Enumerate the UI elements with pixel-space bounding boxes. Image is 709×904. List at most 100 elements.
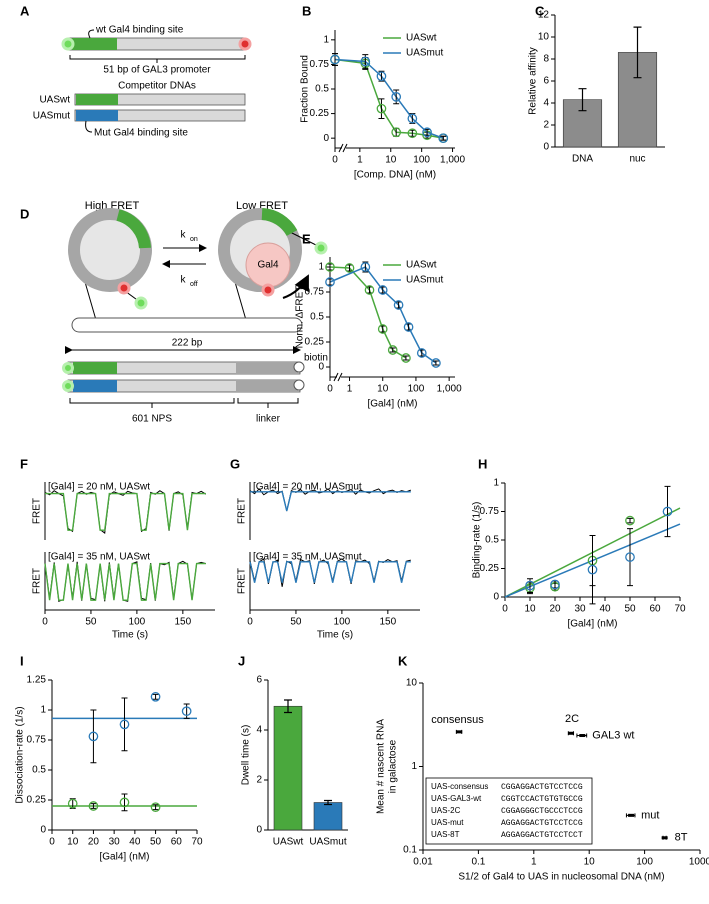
inset-table (425, 777, 593, 845)
y-tick-label: 2 (543, 120, 549, 131)
point (407, 113, 418, 124)
label: Low FRET (236, 200, 288, 212)
point (587, 564, 598, 575)
pointer (88, 29, 95, 39)
x-axis-label: [Comp. DNA] (nM) (354, 170, 436, 181)
point (88, 801, 99, 811)
y-axis-label: Norm. ΔFRET (295, 286, 306, 349)
point (628, 813, 635, 817)
point (456, 730, 463, 734)
biotin (293, 379, 305, 391)
bar (273, 705, 303, 831)
label: k (181, 275, 187, 286)
panel-letter: E (302, 231, 311, 246)
x-tick-label: 10 (584, 857, 596, 868)
point (625, 515, 635, 526)
panel-letter: K (398, 653, 408, 668)
point (625, 552, 635, 562)
point-label: GAL3 wt (592, 729, 634, 741)
subplot-label: [Gal4] = 35 nM, UASwt (48, 552, 150, 563)
donor-dye (134, 296, 148, 310)
point (401, 353, 411, 363)
point (360, 262, 371, 272)
x-tick-label: 60 (171, 837, 183, 848)
y-tick-label: 0 (256, 825, 262, 836)
point (387, 345, 398, 355)
x-axis-label: S1/2 of Gal4 to UAS in nucleosomal DNA (… (458, 872, 664, 883)
dna-leg (84, 281, 97, 321)
point (568, 731, 575, 735)
binding-site (72, 38, 117, 50)
y-tick-label: 6 (256, 675, 262, 686)
x-tick-label: 70 (191, 837, 203, 848)
point (364, 285, 375, 295)
x-tick-label: DNA (572, 154, 593, 165)
x-tick-label: 60 (649, 604, 661, 615)
error-bar (362, 261, 369, 273)
x-tick-label: 50 (624, 604, 636, 615)
point-label: 2C (565, 713, 579, 725)
table-cell: AGGAGGACTGTCCTCCG (501, 819, 583, 828)
x-tick-label: 0 (42, 617, 48, 628)
biotin (293, 361, 305, 373)
panel-letter: H (478, 456, 487, 471)
y-tick-label: 0.5 (310, 312, 324, 323)
acceptor-dye (238, 37, 252, 51)
label: biotin (304, 353, 328, 364)
y-tick-label: 0 (323, 133, 329, 144)
donor-dye (62, 380, 74, 392)
error-bar (552, 580, 558, 589)
y-axis-label: FRET (237, 568, 248, 594)
x-tick-label: 0 (247, 617, 253, 628)
acceptor-dye (261, 283, 275, 297)
panel-letters: A B C D E F G H I J K (20, 3, 545, 668)
x-tick-label: 30 (574, 604, 586, 615)
y-tick-label: 1 (411, 761, 417, 772)
error-bar (366, 286, 373, 294)
y-tick-label: 0.25 (310, 108, 330, 119)
donor-dye (61, 37, 75, 51)
label: 601 NPS (132, 414, 172, 425)
x-tick-label: 1000 (689, 857, 709, 868)
y-axis-label: FRET (32, 568, 43, 594)
panel-letter: G (230, 456, 240, 471)
y-tick-label: 1 (40, 705, 46, 716)
point (416, 348, 427, 358)
binding-site (261, 208, 298, 237)
x-tick-label: 0 (502, 604, 508, 615)
error-bar (664, 485, 671, 538)
point-label: consensus (431, 714, 484, 726)
point (525, 580, 535, 591)
x-tick-label: 1 (531, 857, 537, 868)
dna-leg (234, 281, 247, 321)
point (344, 263, 355, 273)
error-bar (152, 804, 159, 811)
label: Competitor DNAs (118, 81, 196, 92)
y-tick-label: 10 (538, 32, 550, 43)
point (662, 506, 673, 517)
error-bar (284, 699, 292, 714)
y-tick-label: 12 (538, 10, 550, 21)
table-cell: CGGAGGGCTGCCCTCCG (501, 807, 583, 816)
x-tick-label: 10 (385, 155, 397, 166)
x-tick-label: 100 (129, 617, 146, 628)
y-tick-label: 0 (543, 142, 549, 153)
x-axis-label: Time (s) (317, 630, 353, 641)
error-bar (121, 793, 128, 812)
point (150, 802, 161, 813)
x-tick-label: 100 (413, 155, 430, 166)
x-tick-label: UASmut (309, 837, 346, 848)
point (119, 797, 130, 808)
label: k (181, 230, 187, 241)
error-bar (346, 264, 353, 272)
donor-dye (314, 241, 328, 255)
error-bar (424, 128, 431, 136)
point (431, 358, 441, 368)
error-bar (121, 697, 128, 752)
point (88, 731, 99, 742)
point (393, 300, 404, 310)
error-bar (327, 263, 333, 271)
y-axis-label: Dwell time (s) (241, 725, 252, 786)
y-axis-label: FRET (32, 498, 43, 524)
